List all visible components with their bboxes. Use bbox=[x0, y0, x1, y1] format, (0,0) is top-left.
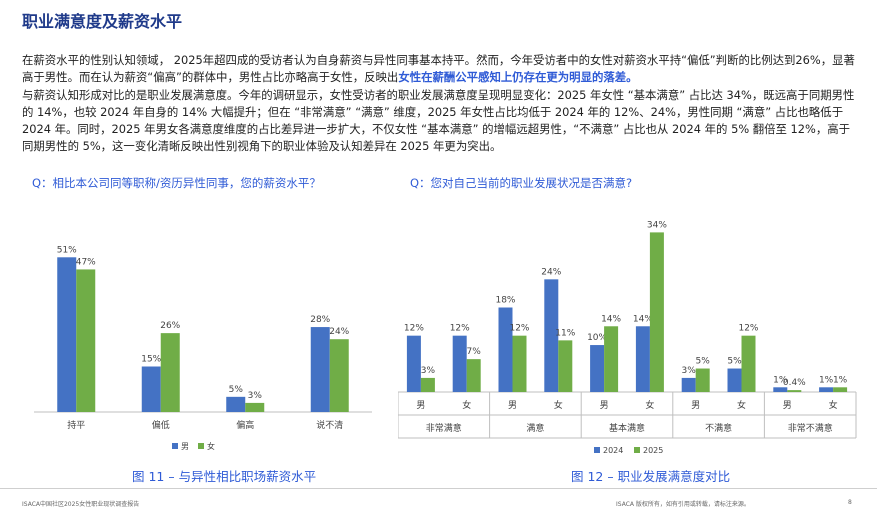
data-label: 12% bbox=[450, 324, 470, 334]
gender-label: 男 bbox=[600, 400, 609, 411]
group-label: 非常不满意 bbox=[788, 422, 833, 434]
footer-divider bbox=[0, 488, 877, 489]
data-label: 3% bbox=[421, 366, 436, 376]
data-label: 12% bbox=[509, 324, 529, 334]
gender-label: 女 bbox=[645, 399, 654, 411]
data-label: 5% bbox=[229, 385, 244, 395]
data-label: 5% bbox=[696, 357, 711, 367]
data-label: 12% bbox=[404, 324, 424, 334]
data-label: 47% bbox=[76, 257, 96, 267]
bar-2025-非常不满意-女 bbox=[833, 387, 848, 392]
group-label: 基本满意 bbox=[609, 422, 645, 434]
data-label: 12% bbox=[738, 324, 758, 334]
gender-label: 女 bbox=[737, 399, 746, 411]
category-label: 偏低 bbox=[152, 419, 170, 431]
gender-label: 女 bbox=[829, 399, 838, 411]
data-label: 7% bbox=[467, 347, 482, 357]
legend-swatch-2024 bbox=[594, 447, 600, 453]
bar-2024-满意-男 bbox=[498, 307, 513, 392]
chart-2-caption: 图 12 – 职业发展满意度对比 bbox=[571, 469, 731, 484]
data-label: 1% bbox=[819, 375, 834, 385]
bar-2025-非常满意-男 bbox=[420, 377, 435, 392]
legend-swatch-男 bbox=[172, 443, 178, 449]
bar-2024-基本满意-男 bbox=[590, 345, 605, 392]
bar-2025-不满意-女 bbox=[741, 335, 756, 392]
gender-label: 男 bbox=[416, 400, 425, 411]
bar-女-说不清 bbox=[329, 339, 349, 412]
data-label: 14% bbox=[601, 314, 621, 324]
data-label: 28% bbox=[310, 315, 330, 325]
data-label: 24% bbox=[541, 267, 561, 277]
category-label: 说不清 bbox=[316, 419, 343, 431]
data-label: 26% bbox=[160, 321, 180, 331]
bar-男-说不清 bbox=[310, 327, 330, 412]
legend-swatch-2025 bbox=[634, 447, 640, 453]
gender-label: 男 bbox=[691, 400, 700, 411]
category-label: 持平 bbox=[67, 419, 85, 431]
data-label: 34% bbox=[647, 220, 667, 230]
bar-女-偏低 bbox=[160, 333, 180, 412]
paragraph-2: 与薪资认知形成对比的是职业发展满意度。今年的调研显示，女性受访者的职业发展满意度… bbox=[22, 87, 855, 154]
chart-1-caption: 图 11 – 与异性相比职场薪资水平 bbox=[132, 469, 317, 484]
legend-label: 2024 bbox=[603, 446, 623, 455]
bar-2025-非常不满意-男 bbox=[787, 390, 802, 392]
bar-2025-不满意-男 bbox=[695, 368, 710, 392]
gender-label: 男 bbox=[783, 400, 792, 411]
group-label: 不满意 bbox=[705, 422, 732, 434]
bar-女-持平 bbox=[76, 269, 96, 412]
group-label: 非常满意 bbox=[426, 422, 462, 434]
chart-2-question: Q：您对自己当前的职业发展状况是否满意? bbox=[410, 176, 633, 190]
bar-2024-非常满意-女 bbox=[452, 335, 467, 392]
bar-男-偏高 bbox=[226, 396, 246, 412]
chart-1-question: Q：相比本公司同等职称/资历异性同事，您的薪资水平？ bbox=[32, 176, 321, 190]
group-label: 满意 bbox=[526, 422, 544, 434]
data-label: 1% bbox=[833, 375, 848, 385]
category-label: 偏高 bbox=[236, 419, 254, 431]
bar-2024-基本满意-女 bbox=[635, 326, 650, 392]
data-label: 0.4% bbox=[783, 378, 806, 388]
bar-2025-基本满意-女 bbox=[649, 232, 664, 392]
bar-男-持平 bbox=[57, 257, 77, 412]
bar-2024-非常不满意-女 bbox=[819, 387, 834, 392]
bar-2024-非常不满意-男 bbox=[773, 387, 788, 392]
paragraph-1: 在薪资水平的性别认知领域， 2025年超四成的受访者认为自身薪资与异性同事基本持… bbox=[22, 52, 858, 87]
data-label: 51% bbox=[57, 245, 77, 255]
bar-2024-满意-女 bbox=[544, 279, 559, 392]
data-label: 10% bbox=[587, 333, 607, 343]
data-label: 14% bbox=[633, 314, 653, 324]
bar-女-偏高 bbox=[245, 402, 265, 412]
bar-2024-不满意-男 bbox=[681, 377, 696, 392]
paragraph-1-text: 在薪资水平的性别认知领域， 2025年超四成的受访者认为自身薪资与异性同事基本持… bbox=[22, 53, 855, 85]
footer-right-text: ISACA 版权所有，如有引用或转载，请标注来源。 bbox=[616, 501, 750, 508]
legend-label: 男 bbox=[181, 442, 189, 451]
gender-label: 女 bbox=[462, 399, 471, 411]
data-label: 15% bbox=[141, 355, 161, 365]
career-satisfaction-chart: 12%3%男12%7%女非常满意18%12%男24%11%女满意10%14%男1… bbox=[398, 220, 857, 455]
legend-swatch-女 bbox=[198, 443, 204, 449]
body-text: 在薪资水平的性别认知领域， 2025年超四成的受访者认为自身薪资与异性同事基本持… bbox=[22, 52, 858, 156]
paragraph-1-highlight: 女性在薪酬公平感知上仍存在更为明显的落差。 bbox=[398, 70, 638, 85]
data-label: 5% bbox=[727, 357, 742, 367]
bar-2025-满意-女 bbox=[558, 340, 573, 392]
footer-left-text: ISACA中国社区2025女性职业现状调查报告 bbox=[22, 501, 140, 508]
bar-2025-基本满意-男 bbox=[604, 326, 619, 392]
data-label: 3% bbox=[248, 391, 263, 401]
bar-2024-非常满意-男 bbox=[406, 335, 421, 392]
data-label: 11% bbox=[555, 328, 575, 338]
data-label: 1% bbox=[773, 375, 788, 385]
gender-label: 女 bbox=[554, 399, 563, 411]
legend-label: 2025 bbox=[643, 446, 663, 455]
page-title: 职业满意度及薪资水平 bbox=[22, 12, 183, 31]
data-label: 18% bbox=[495, 296, 515, 306]
legend-label: 女 bbox=[207, 441, 215, 451]
data-label: 24% bbox=[329, 327, 349, 337]
bar-2025-满意-男 bbox=[512, 335, 527, 392]
page-number: 8 bbox=[848, 499, 852, 506]
bar-男-偏低 bbox=[141, 366, 161, 412]
bar-2024-不满意-女 bbox=[727, 368, 742, 392]
bar-2025-非常满意-女 bbox=[466, 359, 481, 392]
data-label: 3% bbox=[682, 366, 697, 376]
gender-label: 男 bbox=[508, 400, 517, 411]
